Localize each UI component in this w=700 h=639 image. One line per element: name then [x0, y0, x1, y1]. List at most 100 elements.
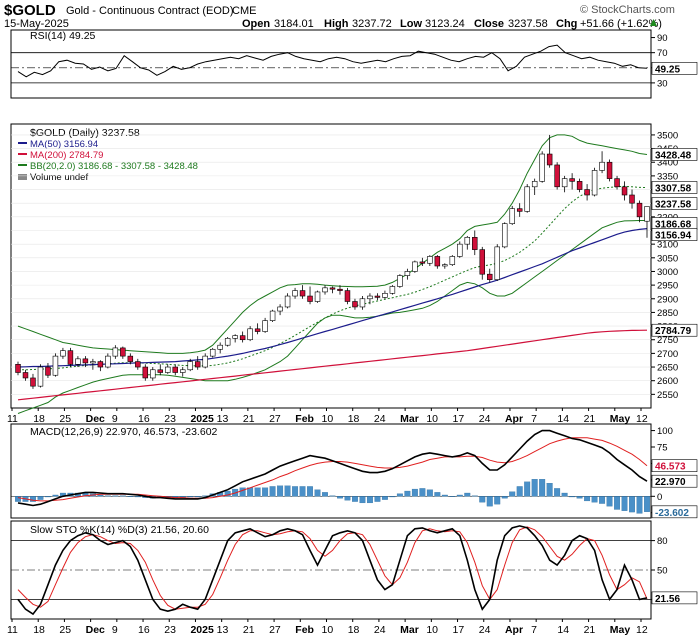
candle-body	[584, 189, 590, 196]
x-axis-label: Mar	[400, 624, 419, 636]
macd-hist-bar	[194, 496, 201, 498]
x-axis-label: May	[610, 413, 631, 425]
x-axis-label: 14	[557, 413, 569, 425]
x-axis-label: Mar	[400, 413, 419, 425]
rsi-axis-tick-label: 70	[657, 48, 668, 59]
bb-lower-line	[17, 220, 647, 414]
candle-body	[45, 366, 51, 376]
x-axis-label: 11	[7, 413, 18, 425]
macd-hist-bar	[381, 496, 388, 500]
x-axis-label: 10	[322, 413, 334, 425]
macd-value-tag-tag-bg	[651, 474, 698, 488]
price-axis-tick-label: 3050	[657, 253, 678, 264]
candle-body	[644, 206, 650, 222]
x-axis-label: 24	[479, 624, 491, 636]
close-tag-tag-bg	[651, 197, 698, 210]
x-axis-label: 21	[584, 624, 596, 636]
macd-hist-tag-tag-bg	[651, 505, 698, 519]
candle-body	[202, 355, 208, 368]
candle-body	[457, 243, 463, 257]
bb-upper-tag-tag-bg	[651, 148, 698, 161]
candle-body	[344, 290, 351, 302]
macd-hist-bar	[30, 496, 36, 502]
candle-body	[157, 369, 164, 373]
macd-hist-bar	[471, 495, 478, 497]
candle-body	[352, 301, 358, 308]
candle-body	[277, 306, 283, 312]
candle-body	[307, 295, 313, 302]
rsi-axis-tick-label: 90	[657, 33, 668, 44]
macd-hist-bar	[426, 489, 433, 497]
candle-body	[112, 347, 119, 357]
candle-body	[516, 208, 523, 212]
price-axis-tick-label: 3400	[657, 158, 678, 169]
candle-body	[464, 237, 471, 245]
macd-axis-tick-label: 100	[657, 426, 673, 437]
x-axis-label: 13	[217, 413, 229, 425]
candle-body	[30, 377, 36, 387]
ma200-line	[17, 329, 648, 401]
macd-hist-bar	[561, 492, 568, 497]
macd-signal-line	[17, 437, 648, 502]
candle-body	[501, 223, 508, 248]
macd-hist-bar	[329, 495, 336, 497]
candle-body	[614, 178, 620, 188]
candle-body	[561, 178, 568, 188]
candle-body	[337, 288, 343, 291]
candle-body	[105, 355, 111, 368]
candle-body	[479, 249, 485, 275]
x-axis-label: 17	[453, 413, 465, 425]
x-axis-label: 27	[269, 624, 281, 636]
open-label: Open	[242, 18, 270, 30]
candle-body	[487, 273, 493, 280]
symbol: $GOLD	[4, 2, 56, 19]
x-axis-label: 24	[479, 413, 491, 425]
candle-body	[404, 271, 411, 276]
rsi-last-label-tag-bg	[651, 62, 698, 75]
macd-hist-bar	[44, 496, 51, 498]
x-axis-label: 7	[531, 624, 537, 636]
x-axis-label: 23	[164, 624, 176, 636]
chg-value: +51.66 (+1.62%)	[580, 18, 662, 30]
macd-value-tag: 22.970	[655, 477, 686, 488]
macd-signal-tag-tag-bg	[651, 459, 698, 472]
macd-hist-bar	[606, 496, 613, 507]
candle-body	[449, 256, 456, 265]
price-axis-tick-label: 2550	[657, 390, 678, 401]
candle-body	[419, 261, 426, 264]
ma50-tag: 3156.94	[655, 231, 692, 242]
candle-body	[322, 287, 328, 293]
plot-layer	[11, 44, 651, 616]
candle-body	[434, 256, 441, 267]
high-label: High	[324, 18, 349, 30]
macd-hist-bar	[134, 496, 141, 498]
x-axis-label: 21	[584, 413, 596, 425]
rsi-last-label: 49.25	[655, 64, 680, 75]
macd-title: MACD(12,26,9) 22.970, 46.573, -23.602	[30, 426, 218, 438]
macd-hist-bar	[366, 496, 373, 504]
macd-hist-bar	[224, 490, 231, 497]
macd-hist-bar	[352, 496, 358, 502]
candle-body	[269, 310, 276, 321]
legend-swatch-ma50	[18, 142, 27, 144]
x-axis-label: 10	[426, 624, 438, 636]
x-axis-label: 9	[112, 413, 118, 425]
candle-body	[442, 264, 448, 267]
candle-body	[172, 366, 178, 373]
candle-body	[284, 295, 291, 308]
ma200-tag: 2784.79	[655, 326, 692, 337]
candle-body	[382, 293, 388, 298]
bb-upper-tag: 3428.48	[655, 150, 692, 161]
rsi-axis-tick-label: 30	[657, 78, 668, 89]
candle-body	[539, 153, 545, 182]
sto-axis-tick-label: 80	[657, 536, 668, 547]
macd-hist-bar	[277, 485, 284, 497]
macd-hist-bar	[359, 496, 366, 504]
macd-hist-bar	[614, 496, 621, 510]
legend-swatch-bb	[18, 164, 27, 166]
bb-lower-tag: 3186.68	[655, 219, 692, 230]
price-axis-tick-label: 2700	[657, 349, 678, 360]
exchange: CME	[232, 5, 256, 17]
macd-hist-bar	[576, 496, 583, 499]
x-axis-label: 21	[243, 624, 255, 636]
